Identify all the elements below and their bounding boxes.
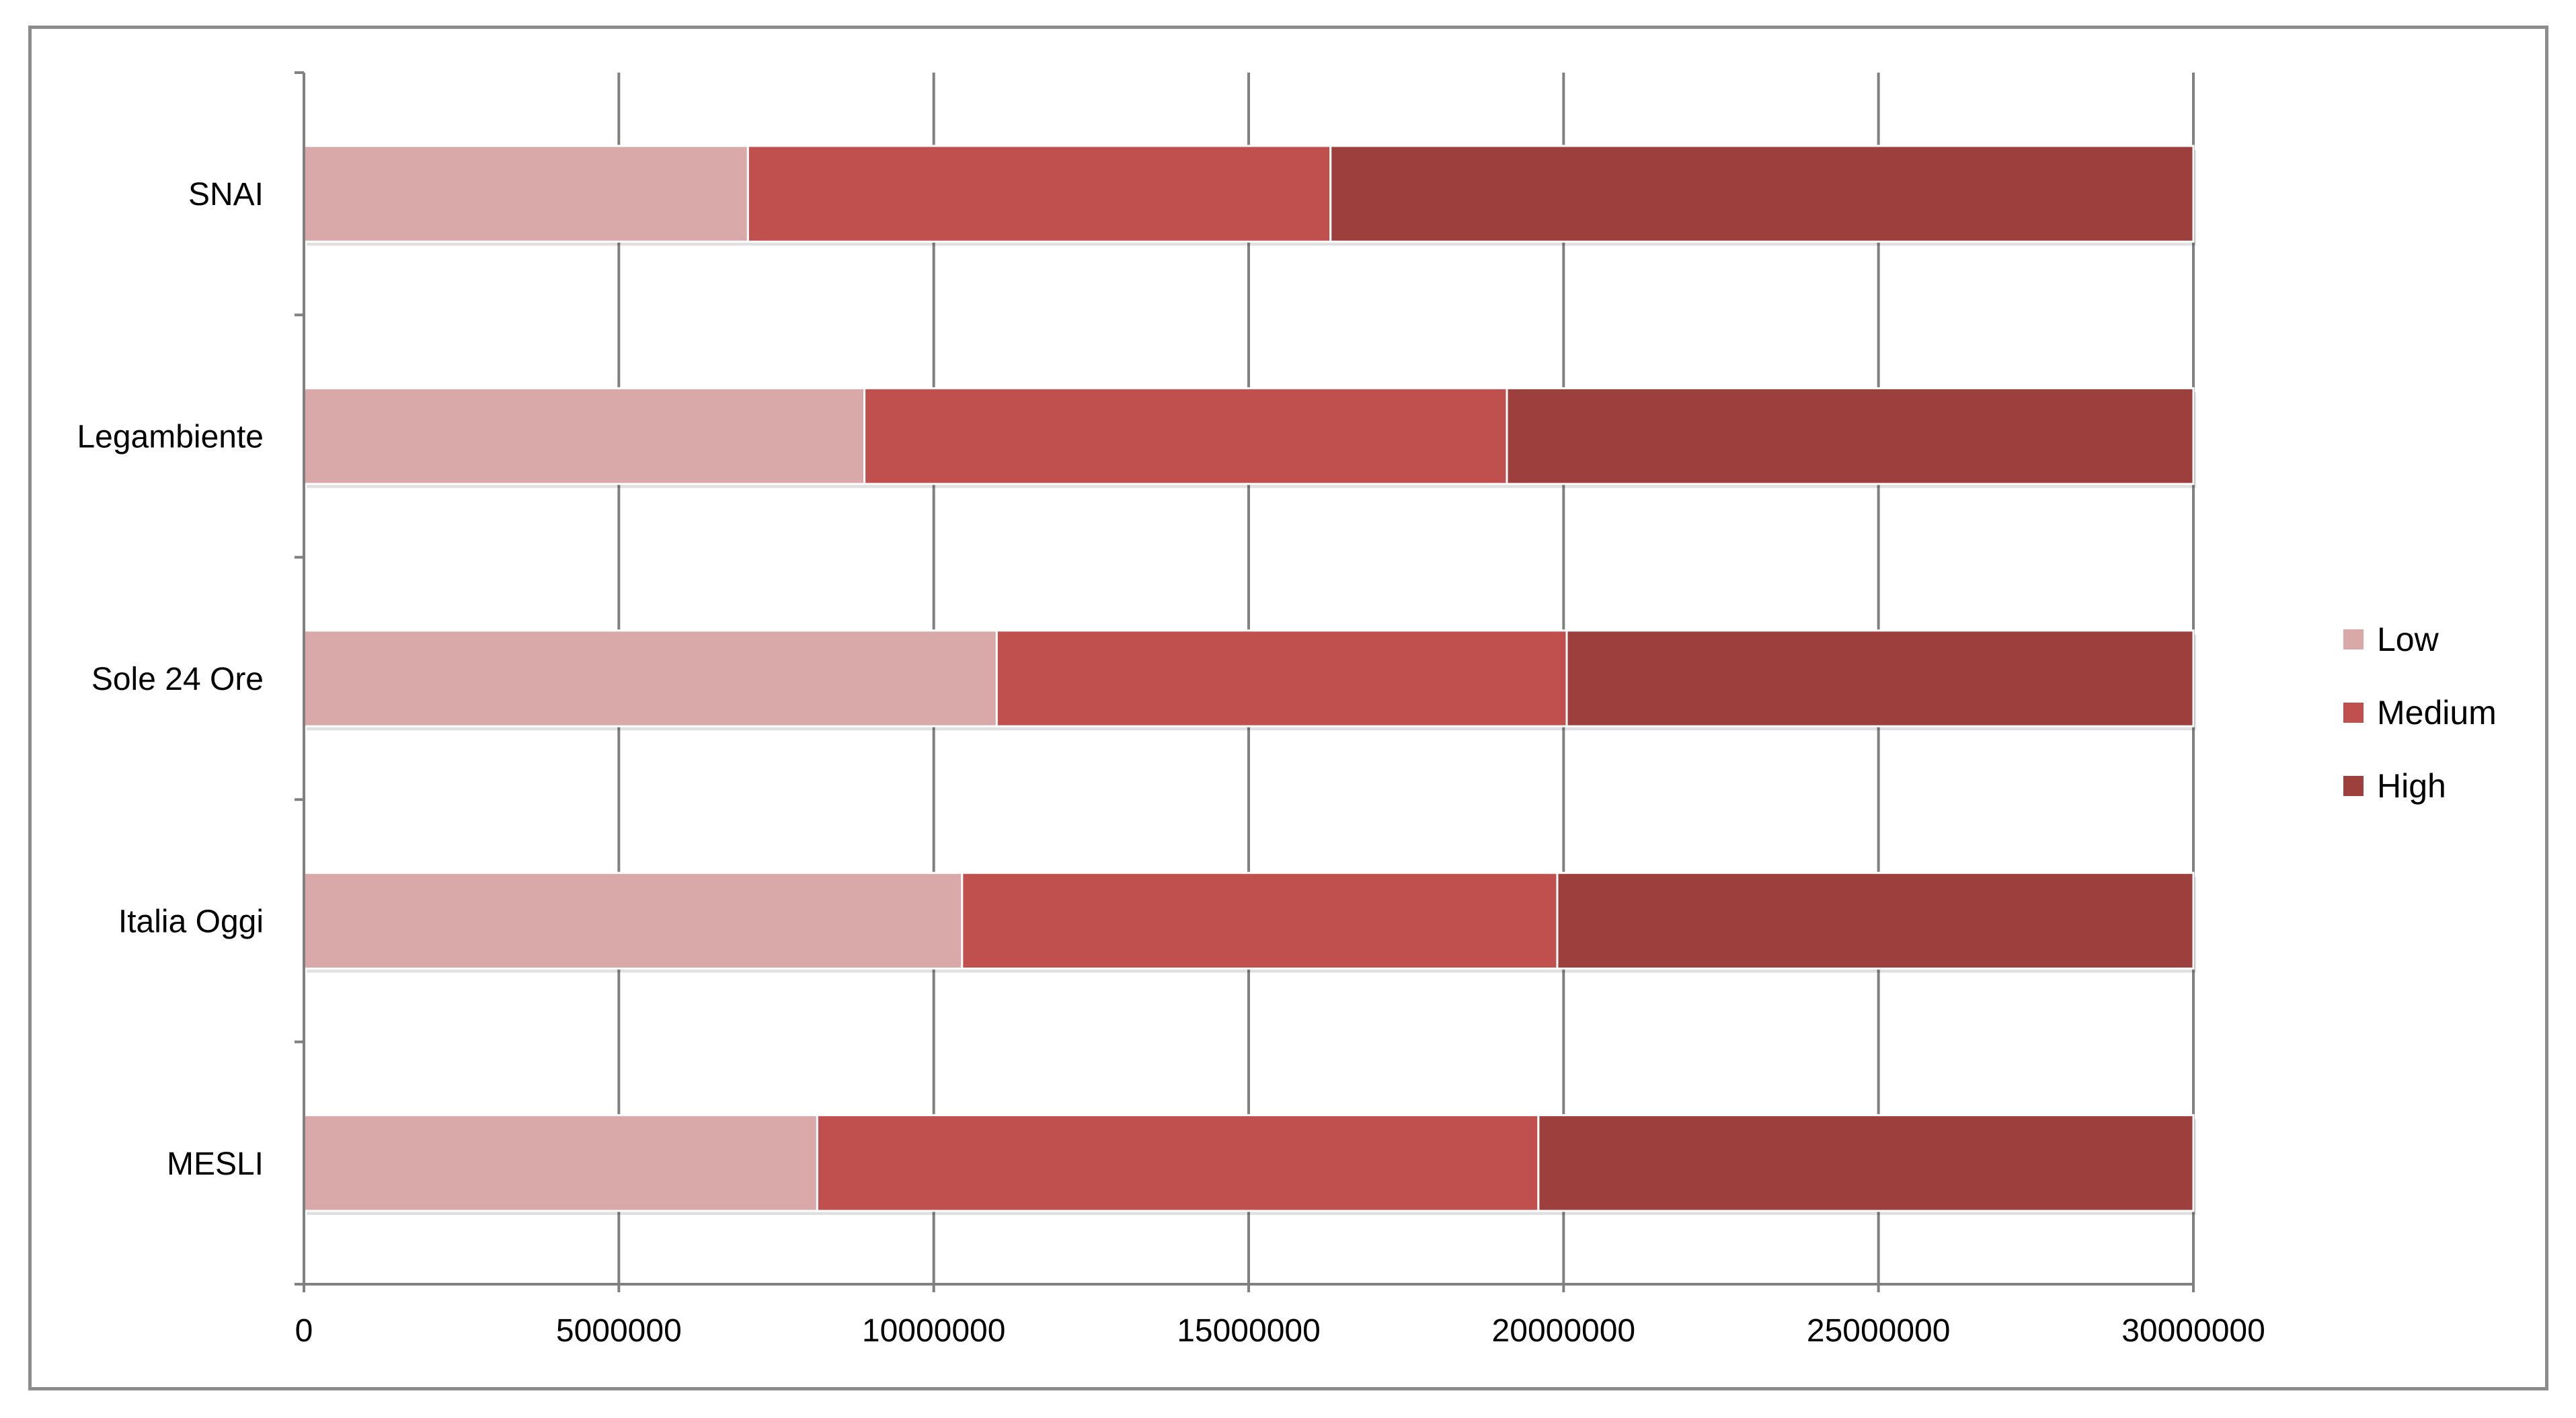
bar-segment-medium	[995, 629, 1568, 727]
x-tick-label: 5000000	[556, 1313, 682, 1349]
bar-segment-low	[303, 871, 964, 970]
chart-frame: 0 5000000 10000000 15000000 20000000 25000000…	[28, 26, 2548, 1390]
x-tick-label: 30000000	[2121, 1313, 2265, 1349]
x-tick-label: 15000000	[1177, 1313, 1321, 1349]
bars	[303, 145, 2196, 1215]
bar-segment-high	[1329, 145, 2195, 243]
bar-segment-high	[1537, 1114, 2195, 1212]
legend-swatch-low	[2343, 629, 2364, 649]
legend-swatch-high	[2343, 776, 2364, 796]
x-tick-label: 10000000	[862, 1313, 1006, 1349]
y-category-label: Legambiente	[77, 420, 264, 455]
bar-segment-low	[303, 387, 866, 485]
bar-segment-low	[303, 629, 998, 727]
bar-segment-medium	[863, 387, 1508, 485]
y-category-label: Italia Oggi	[118, 904, 264, 939]
bar-segment-high	[1556, 871, 2195, 970]
legend-label: Medium	[2377, 694, 2497, 732]
bar-segment-low	[303, 145, 749, 243]
legend: Low Medium High	[2343, 621, 2497, 805]
bar-segment-medium	[746, 145, 1332, 243]
stacked-bar-chart: 0 5000000 10000000 15000000 20000000 25000000…	[77, 71, 2497, 1349]
bar-segment-medium	[816, 1114, 1540, 1212]
bar-segment-high	[1506, 387, 2195, 485]
bar-segment-high	[1565, 629, 2195, 727]
axes: 0 5000000 10000000 15000000 20000000 25000000…	[77, 71, 2265, 1349]
y-category-label: Sole 24 Ore	[91, 662, 264, 697]
legend-swatch-medium	[2343, 703, 2364, 723]
bar-segment-low	[303, 1114, 818, 1212]
bar-segment-medium	[961, 871, 1559, 970]
x-tick-label: 25000000	[1807, 1313, 1951, 1349]
x-tick-label: 0	[295, 1313, 313, 1349]
x-tick-label: 20000000	[1492, 1313, 1636, 1349]
y-category-label: SNAI	[188, 177, 264, 212]
legend-label: High	[2377, 767, 2446, 805]
legend-label: Low	[2377, 621, 2440, 658]
y-category-label: MESLI	[167, 1146, 264, 1182]
